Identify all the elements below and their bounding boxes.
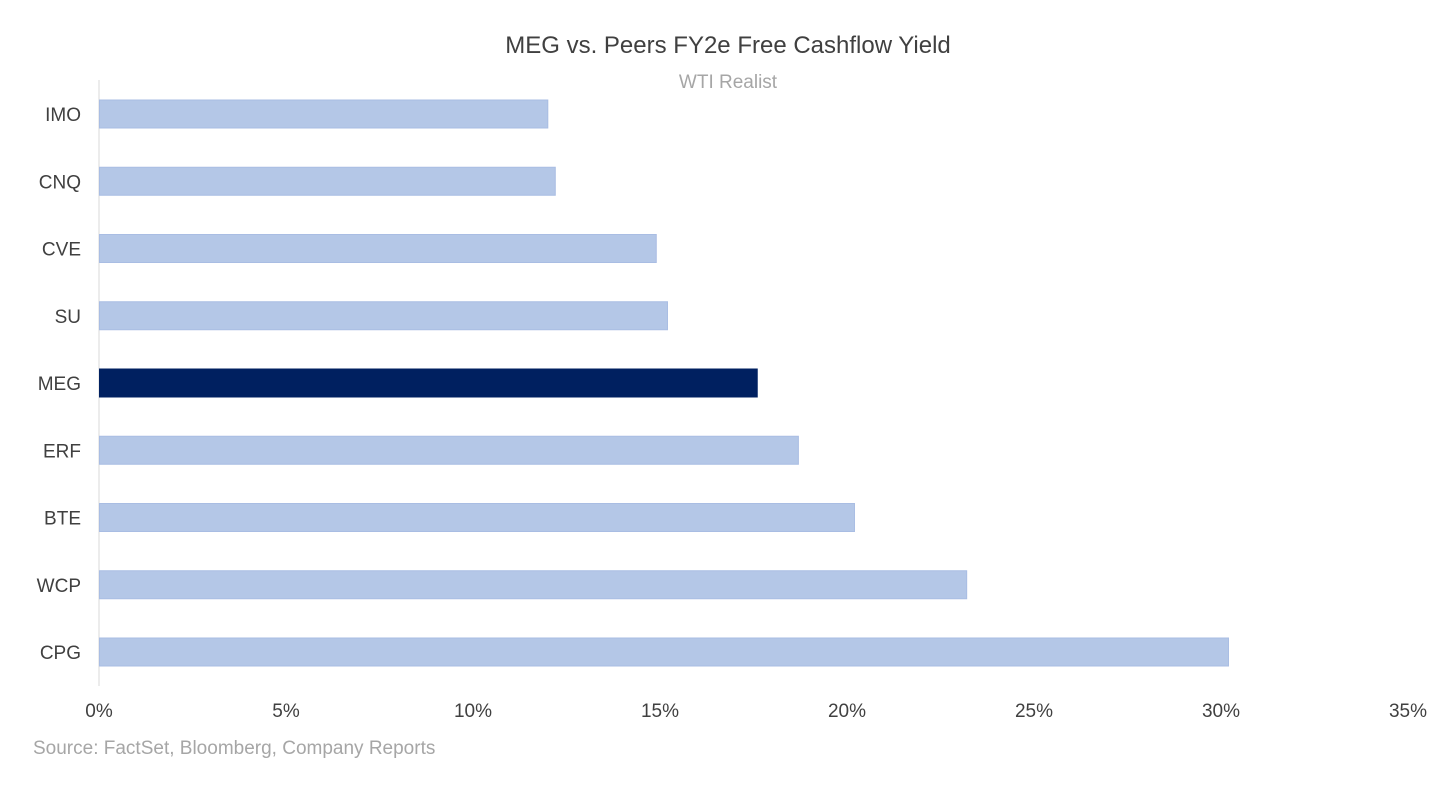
x-tick-label: 5% [272, 701, 300, 722]
source-note: Source: FactSet, Bloomberg, Company Repo… [33, 738, 436, 759]
y-tick-label-cnq: CNQ [39, 172, 81, 193]
x-tick-label: 20% [828, 701, 866, 722]
bar-su [99, 301, 668, 331]
y-tick-label-erf: ERF [43, 441, 81, 462]
y-tick-label-cpg: CPG [40, 643, 81, 664]
y-tick-label-su: SU [55, 307, 81, 328]
x-tick-label: 15% [641, 701, 679, 722]
x-tick-label: 25% [1015, 701, 1053, 722]
y-tick-label-bte: BTE [44, 509, 81, 530]
bar-cnq [99, 166, 556, 196]
y-tick-label-meg: MEG [38, 374, 81, 395]
x-tick-label: 10% [454, 701, 492, 722]
chart-subtitle: WTI Realist [678, 72, 778, 93]
bar-meg [99, 368, 758, 398]
bar-cve [99, 234, 657, 263]
x-tick-label: 0% [85, 701, 113, 722]
chart-title: MEG vs. Peers FY2e Free Cashflow Yield [505, 32, 951, 59]
x-tick-label: 30% [1202, 701, 1240, 722]
bar-bte [99, 503, 855, 532]
y-tick-label-cve: CVE [42, 240, 81, 261]
bar-cpg [99, 637, 1229, 667]
bar-imo [99, 99, 549, 129]
bar-erf [99, 435, 799, 465]
y-tick-label-imo: IMO [45, 105, 81, 126]
x-tick-label: 35% [1389, 701, 1427, 722]
bar-wcp [99, 570, 968, 600]
y-tick-label-wcp: WCP [37, 576, 81, 597]
